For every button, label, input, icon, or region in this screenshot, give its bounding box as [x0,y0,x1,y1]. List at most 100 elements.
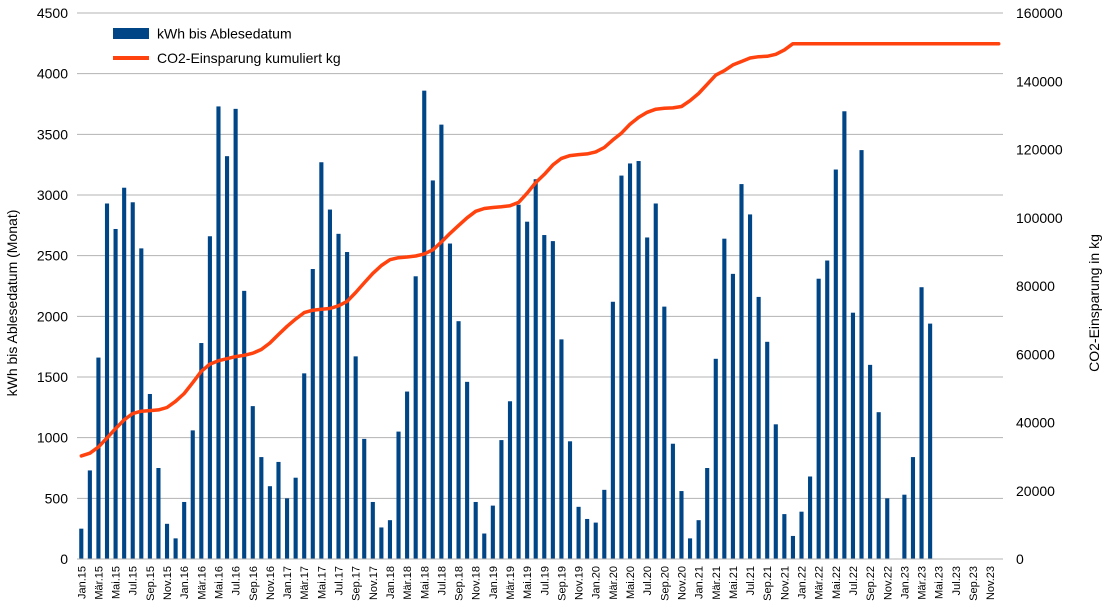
bar [353,356,358,559]
bar [542,235,547,560]
bar [910,457,916,559]
bar [216,106,221,559]
bar [902,494,907,559]
bar [242,290,247,559]
legend: kWh bis Ablesedatum CO2-Einsparung kumul… [113,26,341,66]
bar [928,323,933,559]
x-tick-label: Jan.17 [282,566,294,599]
bar [87,470,92,559]
x-tick-label: Mär.22 [814,566,826,600]
x-tick-label: Sep.19 [556,566,568,601]
bar [430,180,435,559]
bar [422,90,427,560]
y-tick-label: 4000 [37,66,68,82]
bar [156,468,161,559]
bar [550,241,555,559]
x-tick-label: Mai.18 [419,566,431,599]
x-tick-label: Jan.23 [899,566,911,599]
bar [627,163,633,559]
x-axis: Jan.15 Mär.15 Mai.15 Jul.15 Sep.15 Nov.15 Jan.… [76,558,1003,601]
x-tick-label: Nov.15 [162,566,174,600]
y-tick-label: 2500 [37,248,68,264]
bar [765,341,770,559]
bar [653,203,658,559]
bar [679,491,684,559]
x-tick-label: Jul.15 [128,566,140,595]
bar [199,343,204,559]
bar [739,184,744,559]
bar [876,412,881,559]
bar [868,364,873,559]
bar [456,321,461,559]
bar [919,287,924,559]
bar [808,476,813,559]
bar [259,457,264,559]
bar [559,339,564,559]
bar [250,406,255,559]
bar [285,498,290,559]
bar [662,306,667,559]
x-tick-label: Sep.21 [762,566,774,601]
bar [370,501,375,559]
bar [670,443,675,559]
bar [859,150,864,559]
y-right-tick-label: 160000 [1016,5,1063,21]
x-tick-label: Jan.22 [797,566,809,599]
bar [696,520,701,559]
right-axis: 0 20000 40000 60000 80000 100000 120000 140000 1… [1016,5,1063,567]
bar [302,373,307,559]
x-tick-label: Mär.21 [711,566,723,600]
x-tick-label: Nov.22 [882,566,894,600]
bar [96,357,101,559]
bar [139,248,144,560]
legend-label-bar: kWh bis Ablesedatum [157,26,292,42]
bar [825,260,830,559]
y-tick-label: 0 [60,551,68,567]
bar [79,528,84,559]
x-tick-label: Sep.17 [351,566,363,601]
x-tick-label: Nov.20 [677,566,689,600]
bar [276,461,281,559]
bar [748,214,753,559]
x-tick-label: Nov.18 [471,566,483,600]
y-axis-right-label: CO2-Einsparung in kg [1086,234,1102,372]
bar [130,202,135,559]
line-series [79,41,1001,458]
bar [482,533,487,559]
bar [447,243,453,560]
bar [190,430,195,559]
bar [182,501,187,559]
y-right-tick-label: 20000 [1016,483,1055,499]
x-tick-label: Jul.16 [231,566,243,595]
x-tick-label: Sep.15 [145,566,157,601]
x-tick-label: Mär.17 [299,566,311,600]
x-tick-label: Mär.16 [196,566,208,600]
bar [465,381,470,559]
bar [833,169,838,559]
x-tick-label: Sep.20 [659,566,671,601]
x-tick-label: Jan.21 [694,566,706,599]
bar [327,209,332,559]
x-tick-label: Sep.23 [968,566,980,601]
bar [713,358,718,559]
x-tick-label: Jan.19 [488,566,500,599]
x-tick-label: Nov.17 [368,566,380,600]
bar [362,438,367,559]
y-tick-label: 4500 [37,5,68,21]
bar [602,489,607,559]
x-tick-label: Nov.19 [574,566,586,600]
x-tick-label: Jul.23 [951,566,963,595]
x-tick-label: Jan.18 [385,566,397,599]
bar [816,278,821,559]
x-tick-label: Mai.22 [831,566,843,599]
x-tick-label: Mai.20 [625,566,637,599]
x-tick-label: Mär.20 [608,566,620,600]
x-tick-label: Sep.22 [865,566,877,601]
x-tick-label: Mär.15 [93,566,105,600]
bar [396,431,401,559]
bar [850,312,856,559]
y-tick-label: 1500 [37,369,68,385]
y-right-tick-label: 80000 [1016,278,1055,294]
y-tick-label: 2000 [37,308,68,324]
